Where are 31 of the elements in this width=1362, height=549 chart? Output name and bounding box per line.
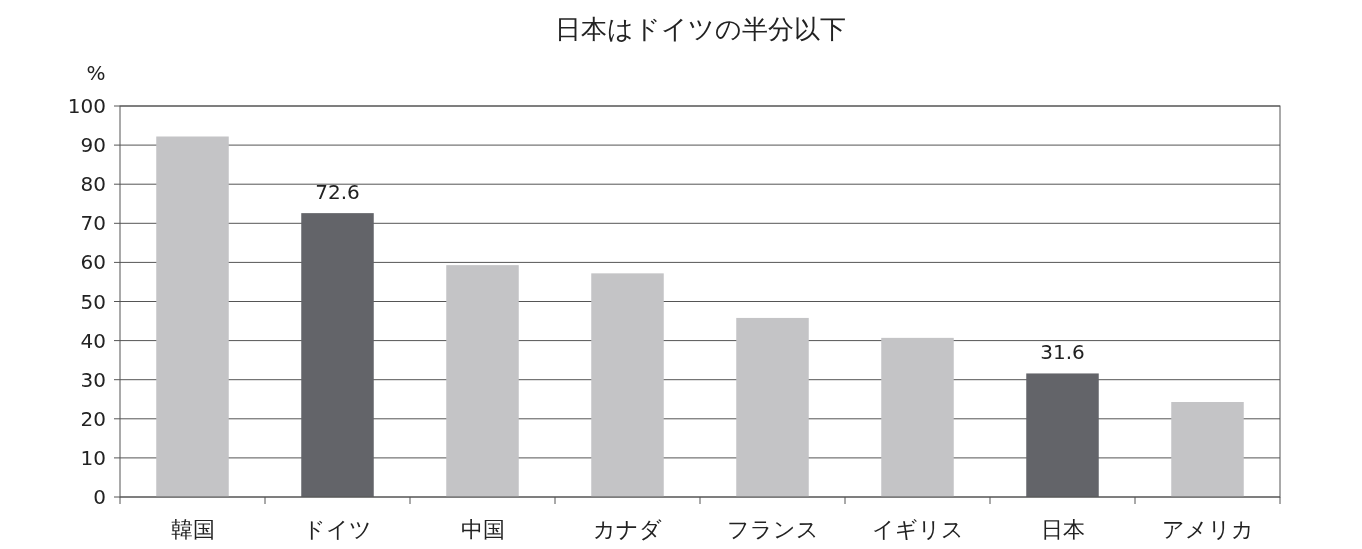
x-tick-label: ドイツ [303,517,372,542]
x-tick-label: アメリカ [1161,517,1254,542]
bar [736,317,809,497]
bar [1026,373,1099,497]
bar [301,213,374,497]
x-tick-label: 日本 [1040,517,1085,542]
y-tick-label: 70 [80,211,106,236]
y-tick-label: 100 [67,94,106,118]
x-tick-label: 韓国 [170,517,215,542]
y-tick-label: 30 [80,367,106,392]
bar [156,136,229,497]
y-tick-label: 40 [80,328,106,353]
chart-title: 日本はドイツの半分以下 [554,14,846,44]
x-tick-label: カナダ [593,517,662,542]
y-tick-label: 20 [80,406,106,431]
y-tick-label: 0 [93,485,106,509]
y-tick-label: 10 [80,445,106,470]
y-tick-label: 50 [80,289,106,314]
data-label: 72.6 [315,180,360,205]
x-tick-label: フランス [726,517,819,542]
bar [881,337,954,497]
x-tick-label: 中国 [460,517,505,542]
data-label: 31.6 [1040,340,1085,365]
y-tick-label: 60 [80,250,106,275]
bar [446,265,519,497]
bar [1171,401,1244,497]
bar [591,273,664,497]
y-tick-label: 90 [80,133,106,158]
y-tick-label: 80 [80,172,106,197]
x-tick-label: イギリス [871,517,964,542]
y-axis-title: % [86,61,106,85]
